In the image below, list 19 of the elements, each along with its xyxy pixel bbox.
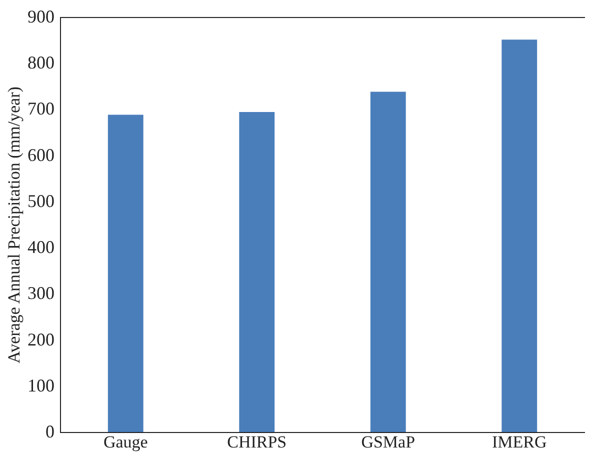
y-tick-label: 500 (28, 190, 54, 211)
y-tick-label: 800 (28, 52, 54, 73)
bar (239, 112, 275, 432)
x-tick-label: IMERG (492, 432, 547, 452)
y-tick-label: 300 (28, 283, 54, 304)
x-tick-label: CHIRPS (227, 432, 287, 452)
y-tick-label: 0 (46, 422, 54, 442)
y-tick-label: 200 (28, 329, 54, 350)
y-axis-title: Average Annual Precipitation (mm/year) (4, 86, 24, 364)
x-tick-label: Gauge (103, 432, 148, 452)
bar (370, 92, 406, 432)
x-tick-label: GSMaP (361, 432, 416, 452)
y-tick-label: 400 (28, 237, 54, 258)
bar (502, 40, 538, 432)
y-tick-label: 100 (28, 375, 54, 396)
y-tick-label: 900 (28, 6, 54, 26)
y-tick-label: 700 (28, 98, 54, 119)
y-tick-label: 600 (28, 144, 54, 165)
bar (108, 114, 144, 432)
